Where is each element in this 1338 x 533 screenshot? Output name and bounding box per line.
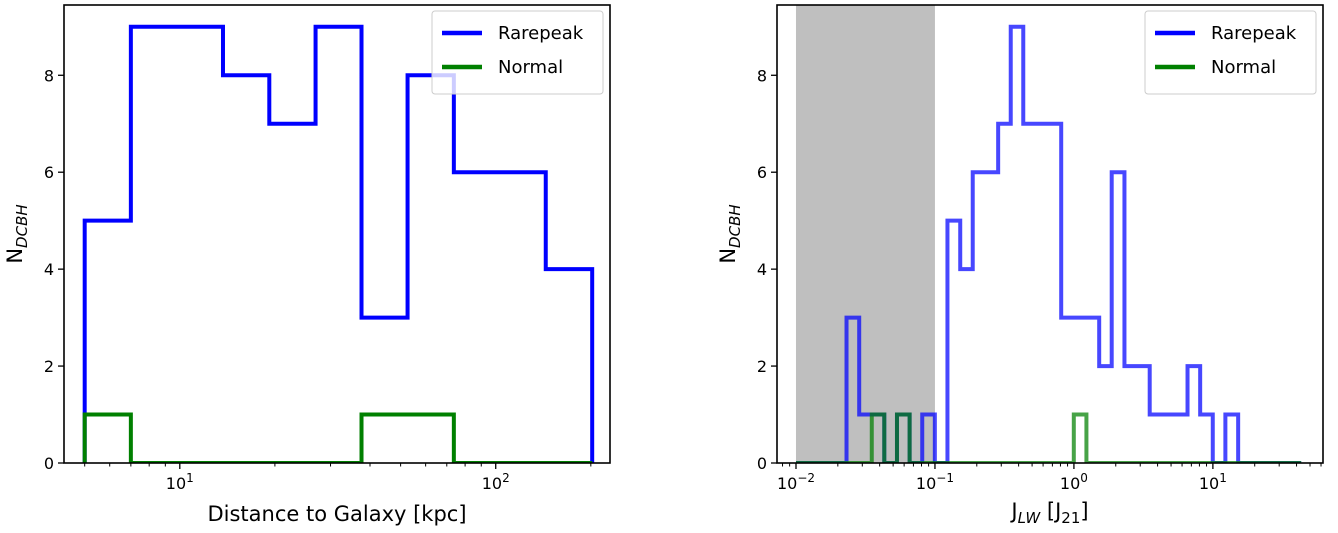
y-tick-label: 6 xyxy=(44,163,54,182)
y-axis-label-main: N xyxy=(716,248,740,264)
x-tick-exponent: 0 xyxy=(1080,471,1088,485)
y-axis-label: NDCBH xyxy=(716,204,744,263)
y-axis-label-subscript: DCBH xyxy=(13,204,31,248)
y-tick-label: 0 xyxy=(757,454,767,473)
x-tick-base: 10 xyxy=(166,474,186,493)
x-axis-label: JLW [J21] xyxy=(1009,499,1088,527)
legend-label-normal: Normal xyxy=(1211,57,1276,78)
x-axis-label-main: J xyxy=(1009,499,1017,523)
x-tick-exponent: −1 xyxy=(936,471,954,485)
x-axis-label-bracket-open: [ xyxy=(1040,499,1055,523)
y-axis-label-main: N xyxy=(3,248,27,264)
axes-frame xyxy=(63,4,611,464)
x-tick-base: 10 xyxy=(916,474,936,493)
histogram-normal-series xyxy=(82,412,593,463)
x-tick-base: 10 xyxy=(482,474,502,493)
y-axis-label: NDCBH xyxy=(3,204,31,263)
legend-label-rarepeak: Rarepeak xyxy=(498,23,584,44)
histogram-normal-series xyxy=(795,412,1302,463)
histogram-rarepeak-series xyxy=(795,24,1302,463)
x-tick-base: 10 xyxy=(777,474,797,493)
x-tick-label: 10−1 xyxy=(916,471,954,493)
y-axis-label-subscript: DCBH xyxy=(726,204,744,248)
histogram-rarepeak-series xyxy=(82,24,595,463)
x-tick-label: 100 xyxy=(1060,471,1088,493)
x-axis-label-bracket-close: ] xyxy=(1080,499,1088,523)
axes-frame xyxy=(776,4,1324,464)
y-tick-label: 4 xyxy=(44,260,54,279)
x-tick-base: 10 xyxy=(1199,474,1219,493)
y-tick-label: 8 xyxy=(757,66,767,85)
x-tick-exponent: 1 xyxy=(1219,471,1227,485)
x-axis-label: Distance to Galaxy [kpc] xyxy=(207,502,466,526)
y-tick-label: 0 xyxy=(44,454,54,473)
x-tick-label: 101 xyxy=(1199,471,1227,493)
y-tick-label: 6 xyxy=(757,163,767,182)
x-tick-label: 101 xyxy=(166,471,194,493)
x-axis-label-subscript: LW xyxy=(1018,509,1042,527)
x-tick-exponent: 1 xyxy=(186,471,194,485)
shaded-region xyxy=(795,5,935,463)
y-tick-label: 2 xyxy=(44,357,54,376)
x-tick-base: 10 xyxy=(1060,474,1080,493)
x-tick-exponent: −2 xyxy=(797,471,815,485)
x-tick-label: 102 xyxy=(482,471,510,493)
x-tick-label: 10−2 xyxy=(777,471,815,493)
y-tick-label: 2 xyxy=(757,357,767,376)
y-tick-label: 4 xyxy=(757,260,767,279)
legend-label-normal: Normal xyxy=(498,57,563,78)
x-axis-unit-subscript: 21 xyxy=(1061,509,1080,527)
legend-label-rarepeak: Rarepeak xyxy=(1211,23,1297,44)
y-tick-label: 8 xyxy=(44,66,54,85)
x-axis-unit-main: J xyxy=(1053,499,1061,523)
x-tick-exponent: 2 xyxy=(502,471,510,485)
